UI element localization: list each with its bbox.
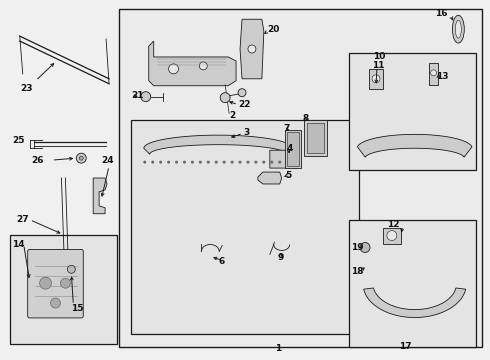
Text: 22: 22 [238, 100, 250, 109]
Bar [429, 63, 439, 85]
Circle shape [68, 265, 75, 273]
Text: 21: 21 [131, 91, 144, 100]
Text: 8: 8 [302, 114, 309, 123]
Bar [131, 121, 359, 334]
Text: 13: 13 [437, 72, 449, 81]
FancyBboxPatch shape [28, 249, 83, 318]
Circle shape [215, 161, 218, 164]
Circle shape [239, 161, 242, 164]
Text: 9: 9 [278, 253, 284, 262]
Circle shape [143, 161, 147, 164]
Circle shape [169, 64, 178, 74]
Polygon shape [357, 134, 472, 157]
Circle shape [238, 89, 246, 96]
Circle shape [360, 243, 370, 252]
Polygon shape [240, 19, 264, 79]
Circle shape [183, 161, 186, 164]
Circle shape [248, 45, 256, 53]
Circle shape [207, 161, 210, 164]
Circle shape [387, 231, 397, 240]
Text: 12: 12 [387, 220, 399, 229]
Text: 2: 2 [229, 111, 235, 120]
Text: 4: 4 [287, 144, 293, 153]
Circle shape [79, 156, 83, 160]
Text: 6: 6 [218, 257, 224, 266]
Bar [383, 228, 401, 243]
Text: 23: 23 [20, 84, 32, 93]
Bar [349, 220, 476, 347]
Circle shape [199, 62, 207, 70]
Text: 1: 1 [275, 344, 281, 353]
Circle shape [151, 161, 154, 164]
Circle shape [254, 161, 257, 164]
Circle shape [159, 161, 162, 164]
Text: 20: 20 [267, 25, 279, 34]
Ellipse shape [455, 20, 461, 38]
Bar [349, 53, 476, 170]
Text: 26: 26 [32, 156, 44, 165]
Circle shape [167, 161, 170, 164]
Text: 18: 18 [351, 267, 364, 276]
Circle shape [246, 161, 249, 164]
Text: 24: 24 [101, 156, 114, 165]
Bar [119, 9, 482, 347]
Polygon shape [270, 150, 290, 168]
Circle shape [76, 153, 86, 163]
Circle shape [191, 161, 194, 164]
Bar [285, 130, 300, 168]
Circle shape [40, 277, 51, 289]
Circle shape [199, 161, 202, 164]
Bar [369, 69, 383, 89]
Polygon shape [149, 41, 236, 86]
Polygon shape [258, 172, 282, 184]
Circle shape [175, 161, 178, 164]
Circle shape [231, 161, 234, 164]
Text: 16: 16 [436, 9, 448, 18]
Text: 7: 7 [284, 124, 290, 133]
Text: 3: 3 [243, 128, 249, 137]
Text: 5: 5 [286, 171, 292, 180]
Circle shape [270, 161, 273, 164]
Text: 19: 19 [351, 243, 364, 252]
Circle shape [262, 161, 266, 164]
Text: 25: 25 [12, 136, 24, 145]
Text: 10: 10 [373, 53, 385, 62]
Text: 17: 17 [399, 342, 412, 351]
Circle shape [372, 75, 380, 83]
Bar [307, 123, 324, 153]
Circle shape [431, 70, 437, 76]
Polygon shape [93, 178, 107, 214]
Polygon shape [364, 288, 466, 318]
Text: 15: 15 [72, 305, 84, 314]
Text: 14: 14 [12, 240, 24, 249]
Circle shape [60, 278, 71, 288]
Circle shape [50, 298, 60, 308]
Circle shape [222, 161, 226, 164]
Bar [287, 132, 298, 166]
Text: 11: 11 [372, 62, 385, 71]
Circle shape [278, 161, 281, 164]
Bar [303, 121, 327, 156]
Polygon shape [144, 135, 293, 154]
Ellipse shape [452, 15, 465, 43]
Text: 27: 27 [16, 215, 28, 224]
Circle shape [220, 93, 230, 103]
Circle shape [141, 92, 151, 102]
Bar [10, 235, 117, 344]
